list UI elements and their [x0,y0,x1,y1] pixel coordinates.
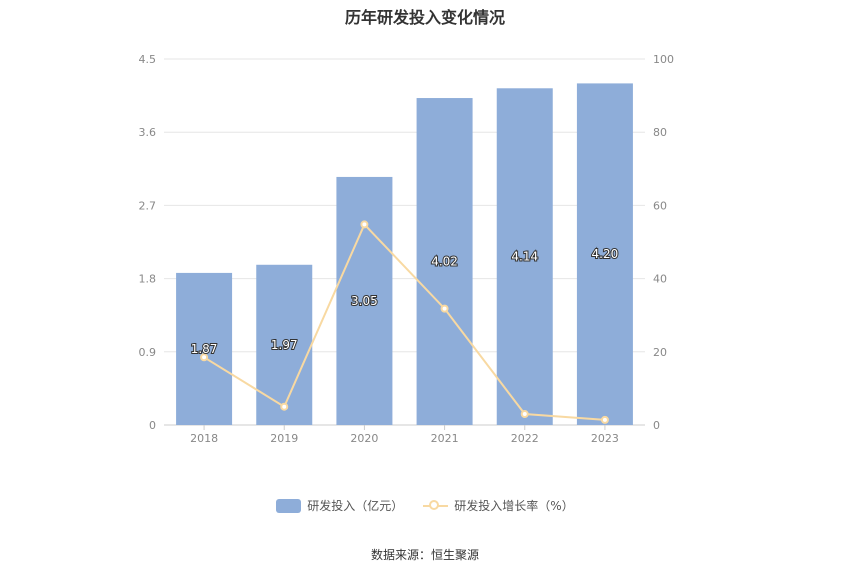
bar [176,272,233,425]
legend-label-line: 研发投入增长率（%） [454,499,574,513]
y-left-tick-label: 0.9 [139,346,157,359]
y-right-tick-label: 60 [653,199,667,212]
bar [336,176,393,425]
growth-point [440,304,449,313]
y-left-tick-label: 4.5 [139,53,157,66]
bar-data-label: 1.87 [191,342,218,356]
legend-bar-swatch [276,498,302,513]
y-left-tick-label: 3.6 [139,126,157,139]
legend-line-swatch [423,499,449,513]
y-right-tick-label: 40 [653,273,667,286]
y-left-tick-label: 0 [149,419,156,432]
growth-point [280,402,289,411]
growth-point [600,415,609,424]
chart-title: 历年研发投入变化情况 [344,8,505,27]
bar [576,83,633,426]
growth-point [200,353,209,362]
bar-data-label: 4.02 [431,255,458,269]
y-right-tick-label: 20 [653,346,667,359]
y-left-tick-label: 1.8 [139,273,157,286]
growth-point [360,220,369,229]
source-note: 数据来源：恒生聚源 [370,548,479,562]
legend: 研发投入（亿元） 研发投入增长率（%） [0,497,850,514]
x-tick-label: 2023 [591,432,619,445]
bar-data-label: 4.14 [511,250,538,264]
y-right-tick-label: 100 [653,53,674,66]
bar-data-label: 1.97 [271,338,298,352]
y-right-tick-label: 80 [653,126,667,139]
legend-item-line[interactable]: 研发投入增长率（%） [423,497,574,514]
x-tick-label: 2020 [350,432,378,445]
bar [256,264,313,425]
x-tick-label: 2018 [190,432,218,445]
x-tick-label: 2021 [431,432,459,445]
growth-point [520,410,529,419]
legend-item-bar[interactable]: 研发投入（亿元） [276,497,403,514]
bar [416,98,473,425]
bar [496,88,553,425]
y-left-tick-label: 2.7 [139,199,157,212]
x-tick-label: 2019 [270,432,298,445]
bar-data-label: 3.05 [351,294,378,308]
x-tick-label: 2022 [511,432,539,445]
growth-line [203,222,605,421]
y-right-tick-label: 0 [653,419,660,432]
legend-label-bar: 研发投入（亿元） [307,499,404,513]
bar-data-label: 4.20 [592,247,619,261]
